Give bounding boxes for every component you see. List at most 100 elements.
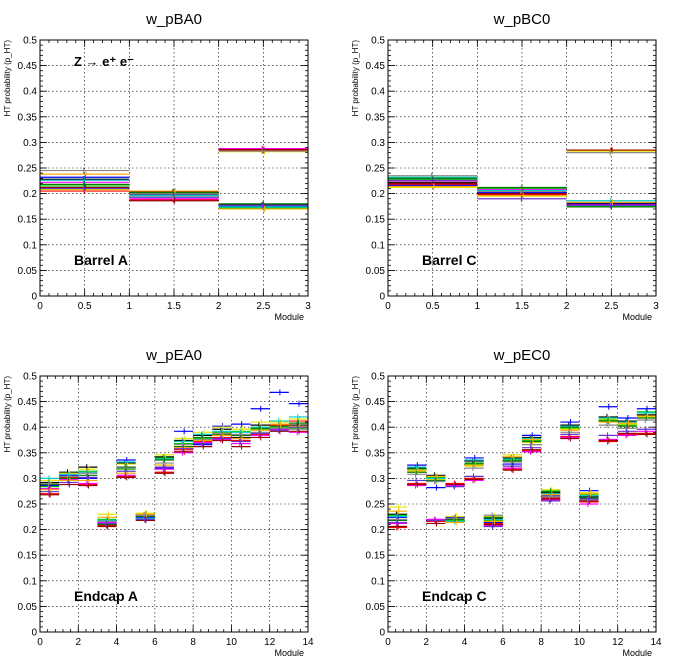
- x-tick-label: 6: [500, 637, 506, 648]
- y-tick-label: 0.45: [18, 61, 38, 72]
- y-tick-label: 0.05: [18, 266, 38, 277]
- plot-area: 0 0.05 0.1 0.15 0.2 0.25 0.3 0.35 0.4 0.45 0.5 0 0.5…: [366, 36, 660, 313]
- y-tick-label: 0.15: [18, 215, 38, 226]
- y-tick-label: 0.2: [371, 189, 385, 200]
- y-tick-label: 0.5: [23, 36, 37, 47]
- y-tick-label: 0: [379, 628, 385, 639]
- plot-frame: [39, 39, 309, 297]
- x-tick-label: 1: [127, 301, 133, 312]
- y-tick-label: 0: [379, 292, 385, 303]
- plot-frame: [387, 39, 657, 297]
- region-label: Endcap C: [422, 588, 487, 604]
- y-tick-label: 0.3: [371, 138, 385, 149]
- x-tick-label: 0.5: [78, 301, 92, 312]
- y-axis-label: HT probability (p_HT): [351, 40, 360, 117]
- y-tick-label: 0.4: [23, 423, 37, 434]
- panel-barrel-c: w_pBC0 HT probability (p_HT) 0 0.05 0.1 0.1…: [351, 11, 659, 322]
- x-tick-label: 0: [37, 301, 43, 312]
- y-tick-label: 0.2: [23, 189, 37, 200]
- x-tick-label: 0: [385, 637, 391, 648]
- panel-title: w_pEC0: [493, 347, 551, 364]
- panel-barrel-a: w_pBA0 HT probability (p_HT) 0 0.05 0.1 0.1…: [3, 11, 311, 322]
- x-tick-label: 4: [462, 637, 468, 648]
- y-tick-label: 0.15: [366, 551, 386, 562]
- y-tick-label: 0: [31, 292, 37, 303]
- panel-title: w_pEA0: [145, 347, 202, 364]
- y-tick-label: 0.15: [18, 551, 38, 562]
- y-tick-label: 0.45: [366, 61, 386, 72]
- panel-endcap-a: w_pEA0 HT probability (p_HT) 0 0.05 0.1 0.1…: [3, 347, 314, 658]
- x-tick-label: 2: [216, 301, 222, 312]
- x-tick-label: 2: [424, 637, 430, 648]
- x-tick-label: 2.5: [604, 301, 618, 312]
- y-tick-label: 0.25: [366, 500, 386, 511]
- x-tick-label: 14: [302, 637, 314, 648]
- y-tick-label: 0.2: [371, 525, 385, 536]
- x-tick-label: 1.5: [167, 301, 181, 312]
- x-tick-label: 10: [574, 637, 586, 648]
- plot-frame: [39, 375, 309, 633]
- y-tick-label: 0.5: [371, 36, 385, 47]
- y-tick-label: 0.4: [371, 87, 385, 98]
- plot-area: 0 0.05 0.1 0.15 0.2 0.25 0.3 0.35 0.4 0.45 0.5 0 2 4 6…: [18, 372, 314, 649]
- y-tick-label: 0: [31, 628, 37, 639]
- y-tick-label: 0.15: [366, 215, 386, 226]
- y-axis-label: HT probability (p_HT): [3, 376, 12, 453]
- y-tick-label: 0.3: [371, 474, 385, 485]
- x-tick-label: 3: [305, 301, 311, 312]
- plot-area: 0 0.05 0.1 0.15 0.2 0.25 0.3 0.35 0.4 0.45 0.5 0 0.5…: [18, 36, 312, 313]
- x-tick-label: 0: [37, 637, 43, 648]
- x-axis-label: Module: [274, 648, 304, 658]
- y-tick-label: 0.1: [371, 240, 385, 251]
- x-tick-label: 14: [650, 637, 662, 648]
- y-tick-label: 0.05: [366, 602, 386, 613]
- y-tick-label: 0.25: [366, 164, 386, 175]
- y-tick-label: 0.45: [18, 397, 38, 408]
- panel-title: w_pBC0: [493, 11, 551, 28]
- panel-title: w_pBA0: [145, 11, 202, 28]
- x-tick-label: 1: [475, 301, 481, 312]
- x-tick-label: 10: [226, 637, 238, 648]
- x-tick-label: 1.5: [515, 301, 529, 312]
- y-tick-label: 0.1: [371, 576, 385, 587]
- region-label: Endcap A: [74, 588, 138, 604]
- y-tick-label: 0.05: [18, 602, 38, 613]
- y-tick-label: 0.35: [18, 448, 38, 459]
- y-tick-label: 0.45: [366, 397, 386, 408]
- x-tick-label: 12: [264, 637, 276, 648]
- x-tick-label: 6: [152, 637, 158, 648]
- region-label: Barrel A: [74, 252, 128, 268]
- y-tick-label: 0.35: [18, 112, 38, 123]
- panel-endcap-c: w_pEC0 HT probability (p_HT) 0 0.05 0.1 0.1…: [351, 347, 662, 658]
- x-axis-label: Module: [622, 648, 652, 658]
- region-label: Barrel C: [422, 252, 476, 268]
- y-tick-label: 0.3: [23, 474, 37, 485]
- x-tick-label: 3: [653, 301, 659, 312]
- y-tick-label: 0.25: [18, 500, 38, 511]
- y-tick-label: 0.5: [23, 372, 37, 383]
- x-tick-label: 8: [538, 637, 544, 648]
- y-axis-label: HT probability (p_HT): [3, 40, 12, 117]
- x-axis-label: Module: [622, 312, 652, 322]
- y-tick-label: 0.35: [366, 112, 386, 123]
- y-tick-label: 0.05: [366, 266, 386, 277]
- y-tick-label: 0.4: [371, 423, 385, 434]
- y-tick-label: 0.1: [23, 576, 37, 587]
- x-tick-label: 0: [385, 301, 391, 312]
- x-axis-label: Module: [274, 312, 304, 322]
- x-tick-label: 0.5: [426, 301, 440, 312]
- y-tick-label: 0.35: [366, 448, 386, 459]
- physics-annotation: Z → e⁺ e⁻: [74, 54, 134, 69]
- y-tick-label: 0.25: [18, 164, 38, 175]
- x-tick-label: 12: [612, 637, 624, 648]
- x-tick-label: 2.5: [256, 301, 270, 312]
- x-tick-label: 4: [114, 637, 120, 648]
- x-tick-label: 2: [76, 637, 82, 648]
- y-tick-label: 0.1: [23, 240, 37, 251]
- y-tick-label: 0.2: [23, 525, 37, 536]
- x-tick-label: 8: [190, 637, 196, 648]
- y-axis-label: HT probability (p_HT): [351, 376, 360, 453]
- x-tick-label: 2: [564, 301, 570, 312]
- plot-frame: [387, 375, 657, 633]
